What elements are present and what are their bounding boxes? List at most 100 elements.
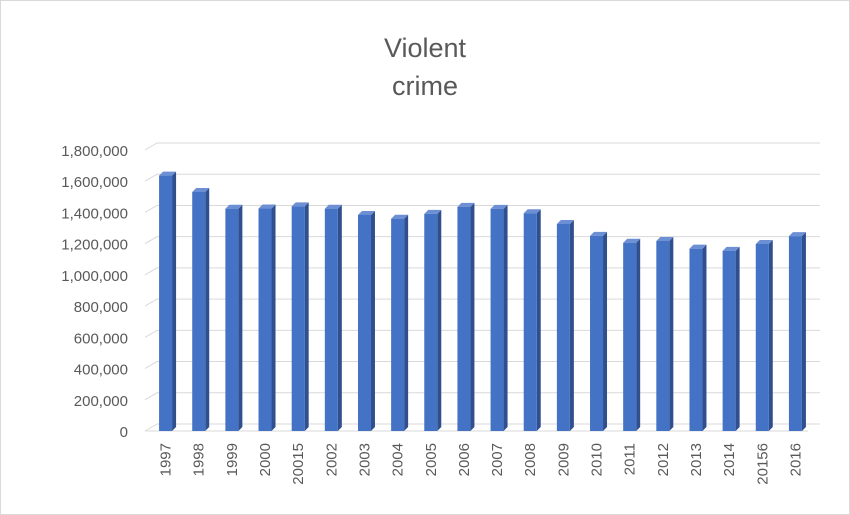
x-tick-label: 2007 [489,443,506,476]
bar [590,235,604,431]
bar [523,213,537,431]
bar-top [623,238,641,243]
bar-side [702,244,707,431]
bar-top [291,202,309,207]
y-tick-label: 1,800,000 [61,143,128,160]
bar [391,218,405,431]
bar-top [424,209,442,214]
x-tick-label: 2008 [522,443,539,476]
x-tick-label: 2016 [787,443,804,476]
bar [258,208,272,431]
bar [656,241,670,431]
gridline [144,142,820,151]
bar [623,242,637,431]
bar-side [304,202,309,431]
bar [357,214,371,431]
y-tick-label: 200,000 [74,393,128,410]
x-tick-label: 2002 [323,443,340,476]
bar [324,208,338,431]
bar [689,248,703,431]
bar [556,223,570,431]
x-tick-label: 2005 [423,443,440,476]
bar-top [258,204,276,209]
x-tick-label: 2011 [622,443,639,475]
x-tick-label: 2013 [688,443,705,476]
gridline [144,173,820,182]
bar-top [523,209,541,214]
bar-side [337,204,342,431]
chart-title-line-1: Violent [383,33,467,63]
bar-side [569,219,574,431]
bar-side [437,209,442,431]
y-tick-label: 600,000 [74,330,128,347]
gridline [144,392,820,401]
bar-top [457,202,475,207]
y-tick-label: 1,400,000 [61,205,128,222]
bar-side [172,171,177,431]
x-tick-label: 2012 [655,443,672,476]
bar-top [159,171,177,176]
x-tick-label: 1998 [191,443,208,476]
x-tick-label: 2003 [356,443,373,476]
gridline [144,298,820,307]
bar [159,175,173,431]
bar [291,206,305,431]
x-tick-label: 2010 [589,443,606,476]
bar-top [490,204,508,209]
x-tick-label: 2006 [456,443,473,476]
gridline [144,267,820,276]
bar [457,206,471,431]
gridline [144,361,820,369]
bar-side [205,187,210,431]
bar-top [192,187,210,192]
bar [755,243,769,431]
y-tick-label: 1,600,000 [61,174,128,191]
bar-top [656,237,674,242]
bar-side [801,232,806,431]
bar-top [755,239,773,244]
bar-side [404,214,409,431]
chart-title-line-2: crime [392,71,458,101]
bar [225,208,239,431]
x-tick-label: 2000 [257,443,274,476]
bar-side [271,204,276,431]
bar-top [722,246,740,251]
gridline [144,236,820,245]
x-tick-label: 1997 [158,443,175,476]
bar-side [238,204,243,431]
bar [192,191,206,431]
y-tick-label: 1,200,000 [61,237,128,254]
x-tick-label: 2014 [721,443,738,476]
bar-side [735,246,740,431]
x-tick-label: 20156 [754,443,771,485]
x-tick-label: 2004 [390,443,407,476]
bar-top [556,219,574,224]
bar-side [603,231,608,431]
y-tick-label: 0 [120,424,128,441]
bar-side [503,204,508,431]
bar-side [636,238,641,431]
bar-top [391,214,409,219]
y-tick-label: 1,000,000 [61,268,128,285]
bar-top [324,204,342,209]
bar-top [788,232,806,237]
bar-side [370,210,375,431]
bar-side [470,202,475,431]
y-tick-label: 400,000 [74,362,128,379]
bar-side [536,209,541,431]
gridline [144,423,820,432]
bar-side [669,237,674,431]
bar-side [768,239,773,431]
bar [788,236,802,431]
gridline [144,329,820,338]
bar [490,208,504,431]
bar-top [689,244,707,249]
bar-top [225,204,243,209]
x-tick-label: 1999 [224,443,241,476]
gridline [144,204,820,213]
bar [722,250,736,431]
bar-top [590,231,608,236]
bar [424,213,438,431]
x-tick-label: 2009 [555,443,572,476]
